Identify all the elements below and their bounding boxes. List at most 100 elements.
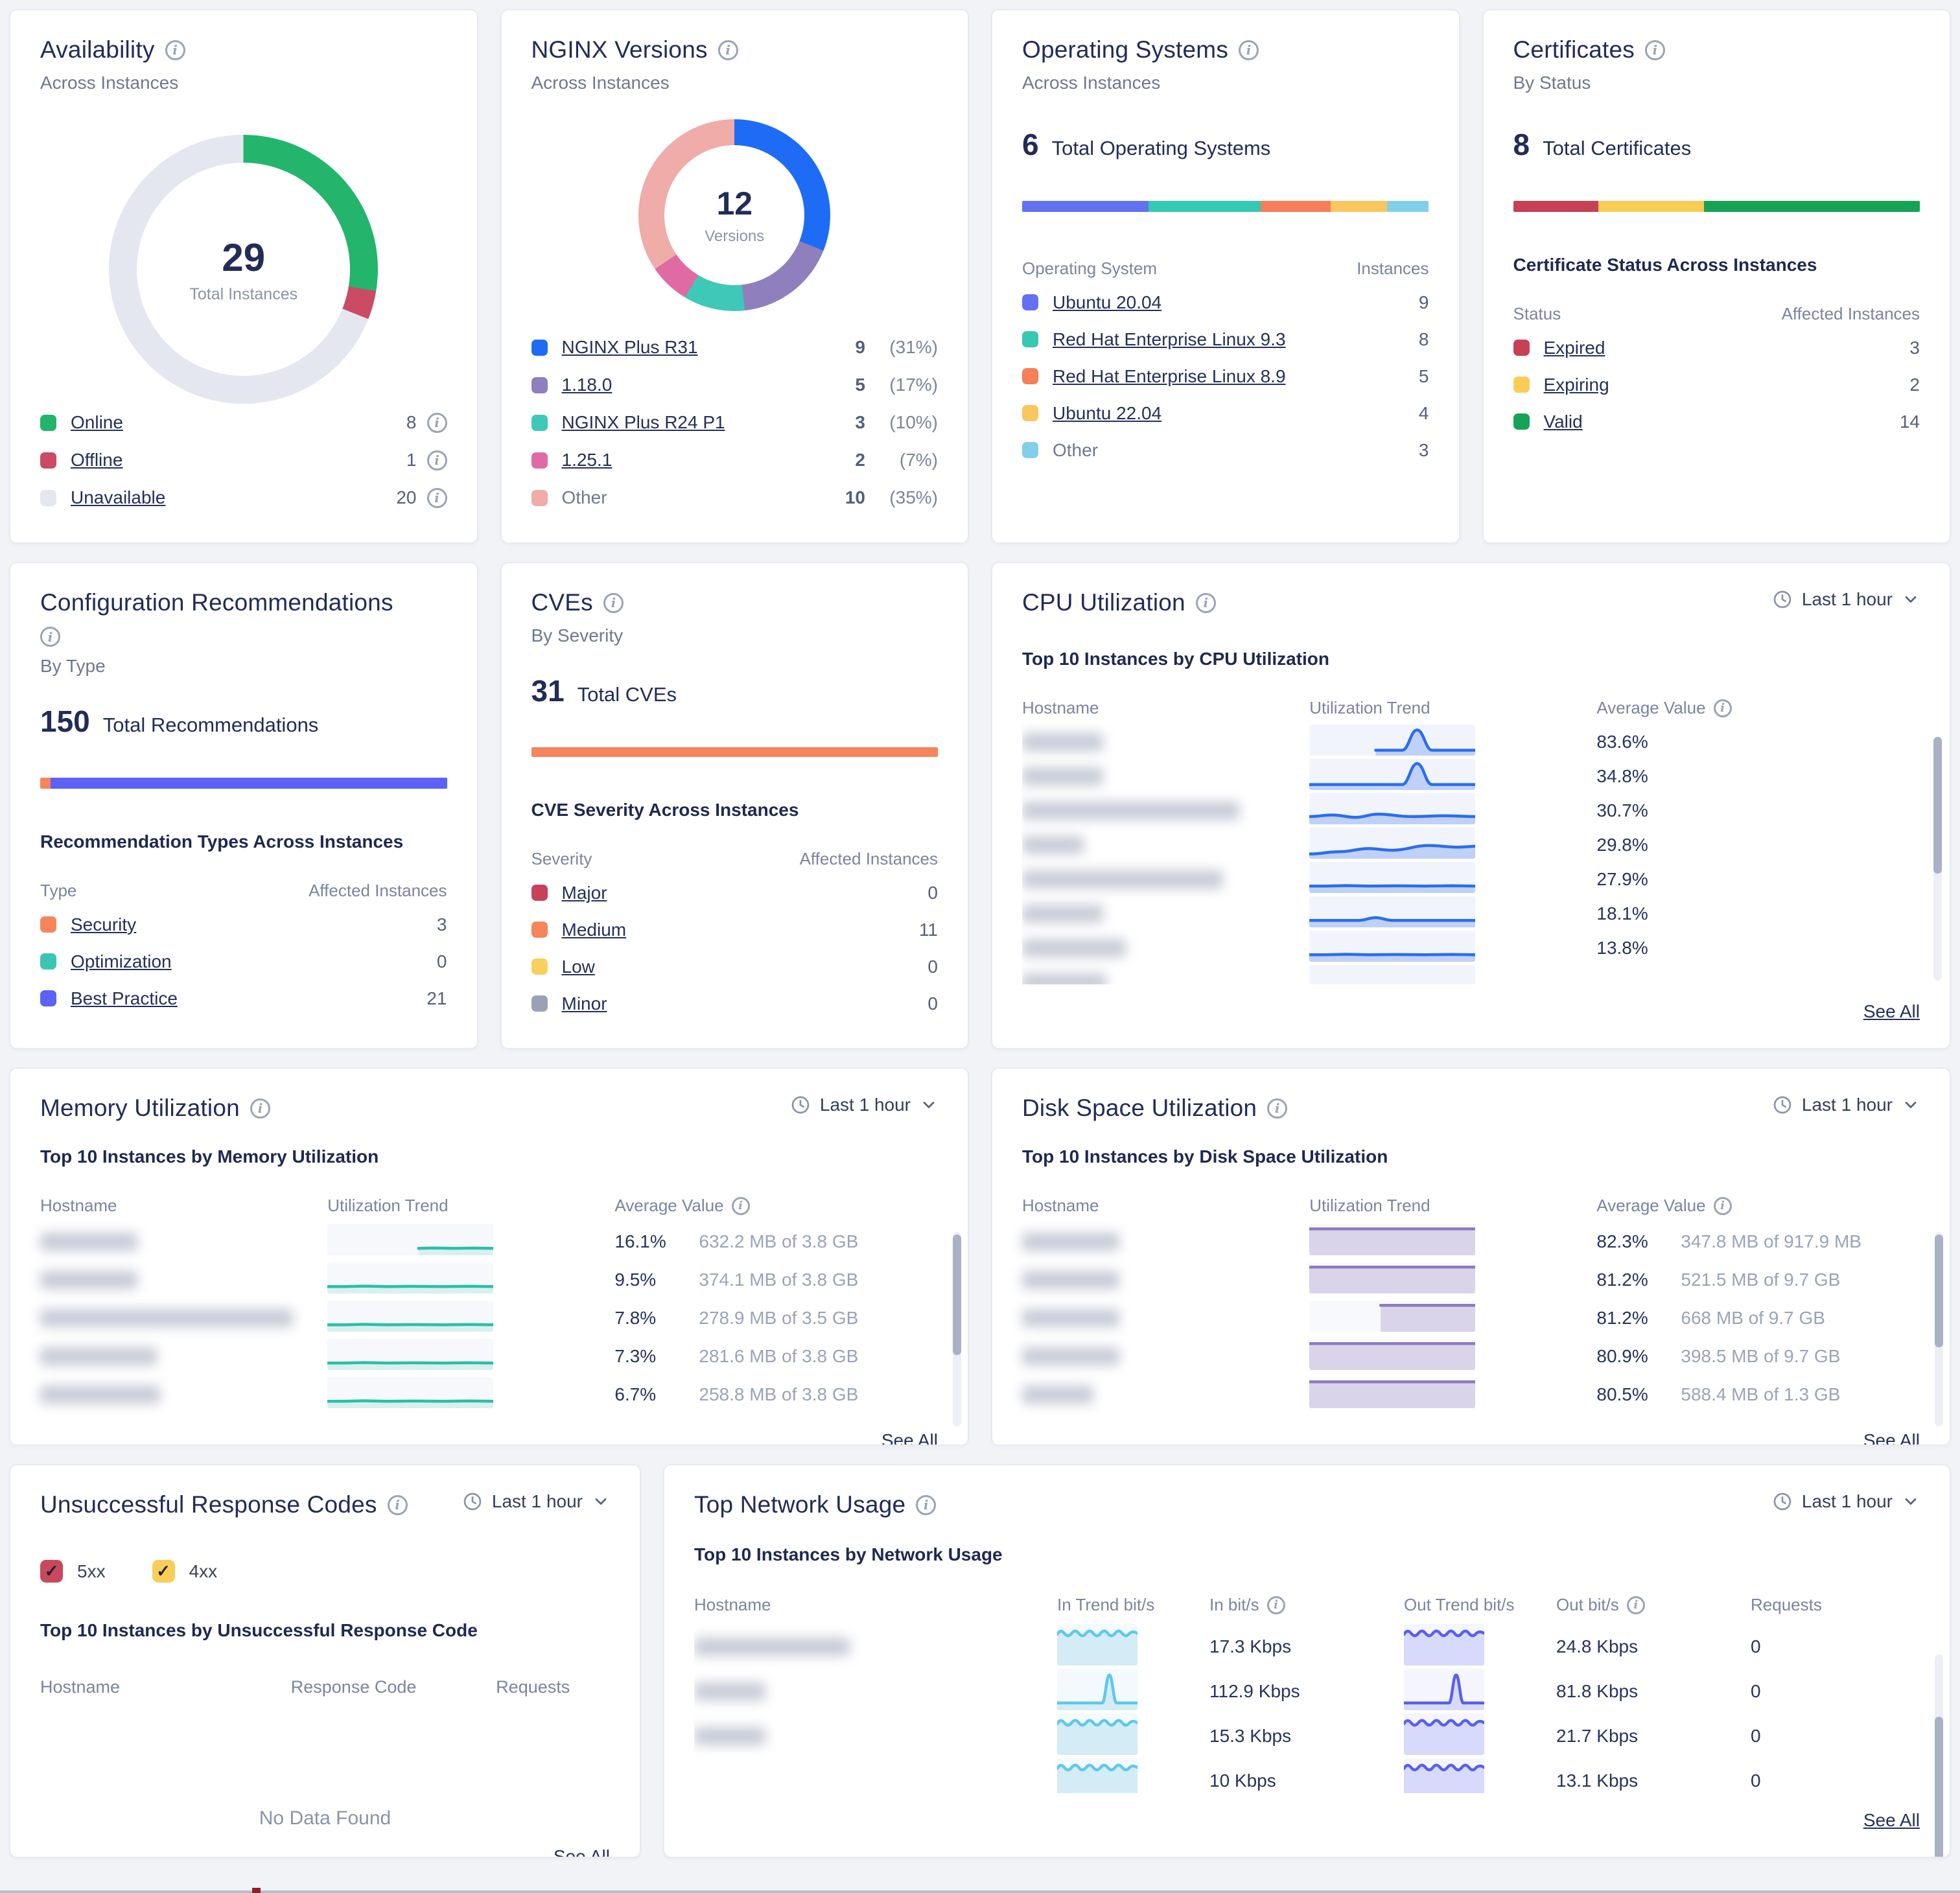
info-icon[interactable]: i: [1239, 40, 1259, 60]
table-row: 83.6%: [1022, 725, 1920, 759]
hostname-blurred[interactable]: [40, 1232, 137, 1251]
total-cves-label: Total CVEs: [577, 683, 677, 706]
row-link[interactable]: Medium: [561, 919, 627, 940]
legend-link[interactable]: NGINX Plus R31: [561, 337, 698, 357]
in-trend-cell: [1057, 1624, 1209, 1669]
hostname-blurred[interactable]: [1022, 1232, 1119, 1251]
availability-legend: Online 8 i Offline 1 i Unavailable 20 i: [40, 404, 447, 517]
hostname-blurred[interactable]: [40, 1385, 160, 1404]
hostname-blurred[interactable]: [1022, 732, 1103, 751]
info-icon[interactable]: i: [1195, 592, 1216, 613]
legend-link[interactable]: 1.18.0: [561, 375, 612, 395]
see-all-link[interactable]: See All: [1863, 1810, 1920, 1830]
hostname-blurred[interactable]: [1022, 835, 1084, 854]
info-icon[interactable]: i: [1266, 1596, 1285, 1614]
info-icon[interactable]: i: [1626, 1596, 1645, 1614]
row-link[interactable]: Expired: [1543, 337, 1605, 358]
hostname-blurred[interactable]: [1022, 1385, 1093, 1404]
legend-swatch: [531, 414, 548, 431]
in-value: 17.3 Kbps: [1209, 1636, 1292, 1656]
hostname-blurred[interactable]: [1022, 904, 1103, 923]
see-all-link[interactable]: See All: [1863, 1430, 1920, 1446]
hostname-blurred[interactable]: [40, 1270, 137, 1289]
legend-link[interactable]: Online: [71, 412, 123, 432]
info-icon[interactable]: i: [387, 1494, 408, 1515]
checkbox-5xx[interactable]: ✓: [40, 1560, 63, 1583]
info-icon[interactable]: i: [426, 487, 447, 508]
network-usage-card: Top Network Usage i Last 1 hour Top 10 I…: [663, 1464, 1951, 1858]
info-icon[interactable]: i: [250, 1098, 270, 1119]
info-icon[interactable]: i: [165, 40, 185, 60]
hostname-blurred[interactable]: [1022, 1270, 1119, 1289]
hostname-blurred[interactable]: [1022, 1308, 1119, 1327]
hostname-blurred[interactable]: [40, 1308, 293, 1327]
table-row: 18.1%: [1022, 896, 1920, 931]
row-link[interactable]: Ubuntu 22.04: [1053, 402, 1162, 423]
hostname-blurred[interactable]: [1022, 973, 1106, 984]
hostname-blurred[interactable]: [1022, 938, 1126, 957]
hostname-blurred[interactable]: [1022, 1347, 1119, 1365]
col-header: Type: [40, 881, 77, 900]
bar-segment: [50, 778, 447, 789]
info-icon[interactable]: i: [426, 450, 447, 470]
legend-link[interactable]: Unavailable: [71, 487, 166, 507]
col-header: Utilization Trend: [1309, 1196, 1430, 1215]
row-link[interactable]: Security: [71, 914, 137, 935]
info-icon[interactable]: i: [603, 592, 624, 613]
info-icon[interactable]: i: [731, 1196, 750, 1215]
legend-link[interactable]: Offline: [71, 450, 123, 470]
row-link[interactable]: Major: [561, 882, 607, 903]
requests-value: 0: [1751, 1680, 1761, 1701]
see-all-link[interactable]: See All: [553, 1846, 610, 1858]
info-icon[interactable]: i: [718, 40, 738, 60]
hostname-blurred[interactable]: [694, 1726, 765, 1745]
row-link[interactable]: Minor: [561, 993, 607, 1014]
row-link[interactable]: Optimization: [71, 951, 172, 971]
info-icon[interactable]: i: [916, 1494, 937, 1515]
legend-link[interactable]: 1.25.1: [561, 450, 612, 470]
info-icon[interactable]: i: [1713, 699, 1732, 717]
row-link[interactable]: Low: [561, 956, 595, 977]
checkbox-4xx[interactable]: ✓: [152, 1560, 175, 1583]
row-value: 0: [928, 882, 938, 903]
hostname-blurred[interactable]: [1022, 767, 1103, 785]
disk-utilization-card: Disk Space Utilization i Last 1 hour Top…: [991, 1067, 1951, 1446]
hostname-blurred[interactable]: [694, 1682, 765, 1701]
scrollbar[interactable]: [953, 1232, 961, 1426]
time-range-select[interactable]: Last 1 hour: [790, 1095, 938, 1115]
hostname-blurred[interactable]: [694, 1637, 850, 1656]
table-row: 81.2% 521.5 MB of 9.7 GB: [1022, 1260, 1920, 1299]
scrollbar[interactable]: [1935, 1655, 1943, 1857]
row-link[interactable]: Red Hat Enterprise Linux 8.9: [1053, 366, 1286, 386]
row-link[interactable]: Red Hat Enterprise Linux 9.3: [1053, 329, 1286, 349]
info-icon[interactable]: i: [426, 412, 447, 433]
col-header: In bit/s: [1209, 1595, 1259, 1614]
time-range-select[interactable]: Last 1 hour: [1772, 589, 1920, 610]
row-link[interactable]: Valid: [1543, 411, 1583, 432]
legend-link[interactable]: NGINX Plus R24 P1: [561, 412, 725, 432]
divider-line: [0, 1890, 1960, 1893]
scrollbar[interactable]: [1933, 737, 1942, 981]
time-range-select[interactable]: Last 1 hour: [462, 1491, 610, 1512]
see-all-link[interactable]: See All: [881, 1430, 938, 1446]
info-icon[interactable]: i: [1713, 1196, 1732, 1215]
scrollbar[interactable]: [1935, 1232, 1943, 1426]
hostname-blurred[interactable]: [40, 1347, 157, 1365]
time-range-select[interactable]: Last 1 hour: [1772, 1095, 1920, 1115]
row-link[interactable]: Expiring: [1543, 374, 1609, 395]
row-link[interactable]: Best Practice: [71, 988, 178, 1008]
info-icon[interactable]: i: [1267, 1098, 1288, 1119]
utilization-sparkline: [1309, 725, 1475, 756]
legend-percent: (17%): [889, 375, 938, 395]
section-title: Certificate Status Across Instances: [1513, 255, 1817, 275]
bar-segment: [40, 778, 51, 789]
see-all-link[interactable]: See All: [1863, 1001, 1920, 1021]
hostname-cell: [1022, 904, 1309, 923]
time-range-select[interactable]: Last 1 hour: [1772, 1491, 1920, 1512]
trend-cell: [1309, 862, 1596, 896]
info-icon[interactable]: i: [1644, 40, 1665, 60]
hostname-blurred[interactable]: [1022, 870, 1223, 888]
row-link[interactable]: Ubuntu 20.04: [1053, 292, 1162, 312]
info-icon[interactable]: i: [40, 627, 60, 647]
hostname-blurred[interactable]: [1022, 801, 1239, 820]
